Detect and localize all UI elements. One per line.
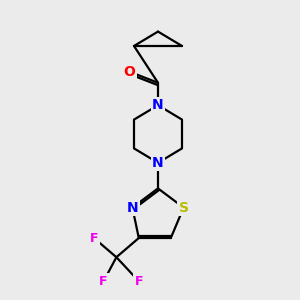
Text: N: N bbox=[152, 156, 164, 170]
Text: F: F bbox=[99, 275, 108, 288]
Text: O: O bbox=[123, 64, 135, 79]
Text: F: F bbox=[90, 232, 98, 244]
Text: N: N bbox=[152, 98, 164, 112]
Text: F: F bbox=[134, 275, 143, 288]
Text: S: S bbox=[178, 201, 189, 214]
Text: N: N bbox=[127, 201, 138, 214]
